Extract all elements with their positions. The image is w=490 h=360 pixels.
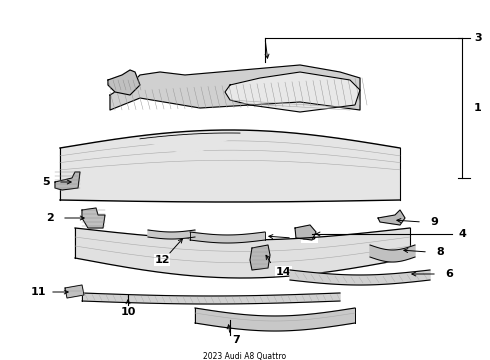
Polygon shape bbox=[82, 208, 105, 228]
Polygon shape bbox=[148, 230, 195, 239]
Text: 11: 11 bbox=[30, 287, 46, 297]
Polygon shape bbox=[195, 308, 355, 331]
Polygon shape bbox=[290, 270, 430, 285]
Polygon shape bbox=[190, 232, 265, 243]
Polygon shape bbox=[250, 245, 270, 270]
Text: 6: 6 bbox=[445, 269, 453, 279]
Polygon shape bbox=[82, 293, 340, 304]
Polygon shape bbox=[110, 65, 360, 110]
Text: 2023 Audi A8 Quattro
Bumper & Components - Rear
Diagram 1: 2023 Audi A8 Quattro Bumper & Components… bbox=[188, 352, 302, 360]
Polygon shape bbox=[75, 228, 410, 278]
Polygon shape bbox=[295, 225, 316, 240]
Polygon shape bbox=[108, 70, 140, 95]
Text: 7: 7 bbox=[232, 335, 240, 345]
Polygon shape bbox=[225, 72, 360, 112]
Text: 3: 3 bbox=[474, 33, 482, 43]
Polygon shape bbox=[378, 210, 405, 225]
Text: 13: 13 bbox=[302, 232, 318, 242]
Text: 8: 8 bbox=[436, 247, 444, 257]
Text: 5: 5 bbox=[42, 177, 50, 187]
Text: 1: 1 bbox=[474, 103, 482, 113]
Text: 9: 9 bbox=[430, 217, 438, 227]
Polygon shape bbox=[55, 172, 80, 190]
Polygon shape bbox=[65, 285, 84, 298]
Text: 4: 4 bbox=[458, 229, 466, 239]
Text: 2: 2 bbox=[46, 213, 54, 223]
Polygon shape bbox=[60, 130, 400, 202]
Polygon shape bbox=[370, 245, 415, 262]
Text: 10: 10 bbox=[121, 307, 136, 317]
Text: 14: 14 bbox=[276, 267, 292, 277]
Text: 12: 12 bbox=[154, 255, 170, 265]
